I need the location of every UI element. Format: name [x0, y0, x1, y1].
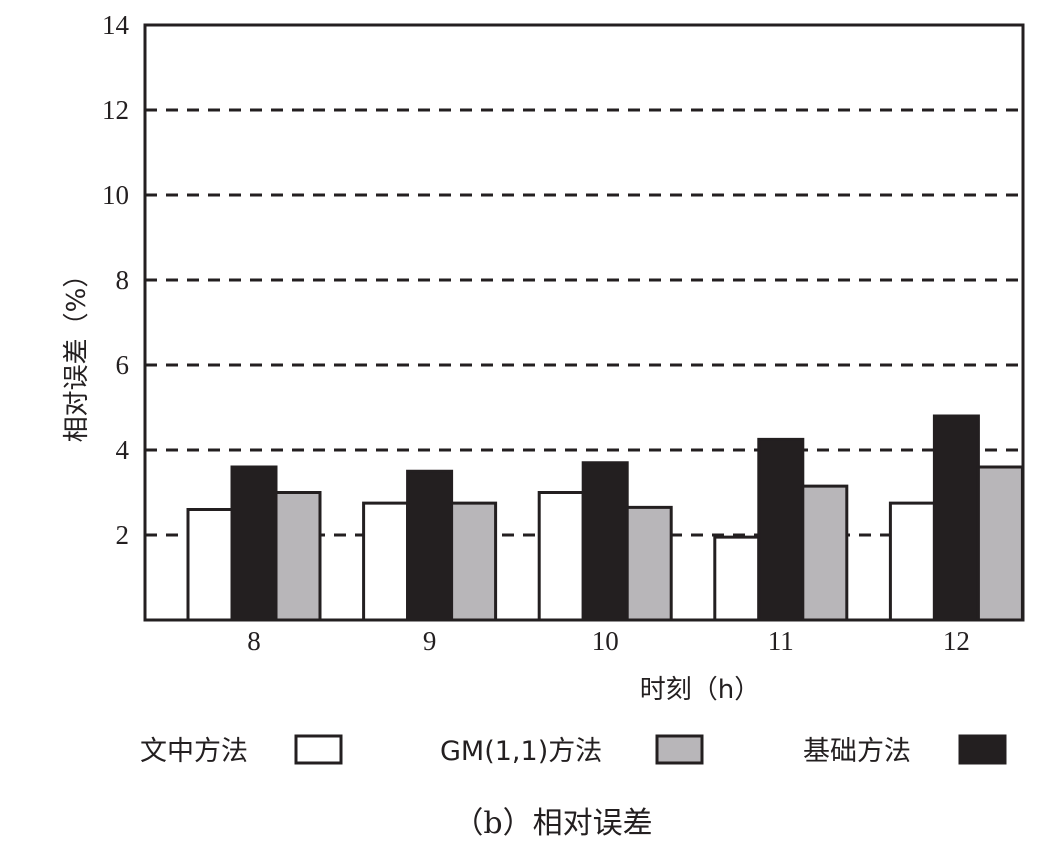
x-tick-label: 8 [247, 626, 261, 656]
y-tick-label: 12 [102, 95, 129, 125]
x-axis-title: 时刻（h） [640, 675, 760, 705]
bar [230, 465, 278, 622]
bar [757, 437, 805, 622]
legend-swatch-text-method [294, 734, 343, 765]
legend-label-text-method: 文中方法 [140, 736, 248, 767]
y-tick-label: 14 [102, 10, 130, 40]
bar [625, 505, 673, 622]
y-tick-label: 8 [116, 265, 130, 295]
y-tick-label: 10 [102, 180, 129, 210]
bar [186, 508, 234, 622]
x-tick-label: 10 [592, 626, 619, 656]
legend-label-gm11-method: GM(1,1)方法 [440, 736, 602, 767]
bar [932, 414, 980, 622]
bar [713, 535, 761, 622]
bar [976, 465, 1024, 622]
bar [801, 484, 849, 622]
y-tick-label: 4 [116, 435, 130, 465]
plot-frame [143, 23, 1025, 622]
x-tick-label: 12 [943, 626, 970, 656]
legend-swatch-gm11-method [655, 734, 704, 765]
x-tick-label: 9 [423, 626, 437, 656]
y-tick-label: 2 [116, 520, 130, 550]
bar [450, 501, 498, 622]
bars [186, 414, 1024, 622]
bar [581, 461, 629, 622]
bar [888, 501, 936, 622]
y-axis-title: 相对误差（%） [62, 262, 92, 443]
y-tick-label: 6 [116, 350, 130, 380]
x-axis-ticks: 8 9 10 11 12 [247, 626, 970, 656]
x-tick-label: 11 [768, 626, 794, 656]
legend-label-base-method: 基础方法 [803, 736, 911, 767]
bar [406, 469, 454, 622]
legend-swatch-base-method [958, 734, 1007, 765]
y-axis-ticks: 2 4 6 8 10 12 14 [102, 10, 155, 550]
bar [274, 491, 322, 622]
bar [537, 491, 585, 622]
bar [362, 501, 410, 622]
figure-caption: （b）相对误差 [453, 806, 652, 841]
legend: 文中方法 GM(1,1)方法 基础方法 [140, 734, 1007, 767]
